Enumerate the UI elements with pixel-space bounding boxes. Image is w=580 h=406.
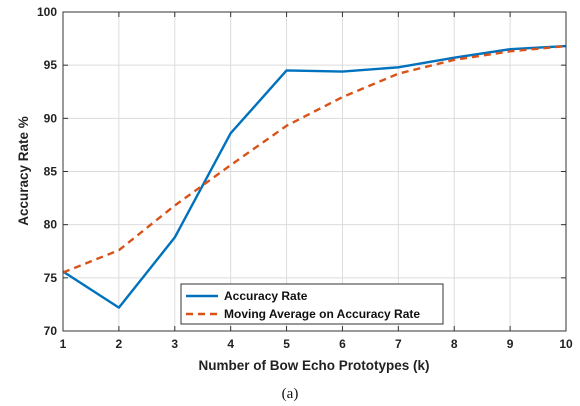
legend-label-moving-average-on-accuracy-rate: Moving Average on Accuracy Rate [224, 307, 420, 321]
y-tick-label: 90 [44, 111, 58, 125]
x-tick-label: 2 [116, 337, 123, 351]
y-axis-label: Accuracy Rate % [16, 116, 31, 226]
y-tick-label: 100 [37, 5, 57, 19]
x-tick-label: 9 [507, 337, 514, 351]
y-tick-label: 85 [44, 165, 58, 179]
legend-label-accuracy-rate: Accuracy Rate [224, 289, 308, 303]
series-line-accuracy-rate [62, 44, 567, 309]
y-tick-label: 70 [44, 324, 58, 338]
legend: Accuracy Rate Moving Average on Accuracy … [180, 283, 444, 325]
legend-box [180, 283, 444, 325]
y-tick-label: 75 [44, 271, 58, 285]
y-tick-labels: 70 75 80 85 90 95 100 [37, 5, 57, 338]
series-line-moving-average-on-accuracy-rate [62, 44, 567, 274]
series-layer [62, 44, 567, 309]
x-tick-label: 8 [451, 337, 458, 351]
x-tick-label: 7 [395, 337, 402, 351]
tick-marks [62, 11, 567, 332]
x-tick-label: 5 [283, 337, 290, 351]
y-tick-label: 80 [44, 218, 58, 232]
x-tick-label: 6 [339, 337, 346, 351]
x-tick-label: 10 [559, 337, 573, 351]
figure-caption: (a) [281, 386, 299, 402]
x-tick-label: 4 [227, 337, 234, 351]
x-tick-label: 1 [60, 337, 67, 351]
x-axis-label: Number of Bow Echo Prototypes (k) [198, 358, 429, 373]
x-tick-labels: 1 2 3 4 5 6 7 8 9 10 [60, 337, 573, 351]
accuracy-line-chart: 1 2 3 4 5 6 7 8 9 10 70 75 80 85 90 95 100 Number of Bo… [16, 5, 573, 373]
y-tick-label: 95 [44, 58, 58, 72]
x-tick-label: 3 [171, 337, 178, 351]
